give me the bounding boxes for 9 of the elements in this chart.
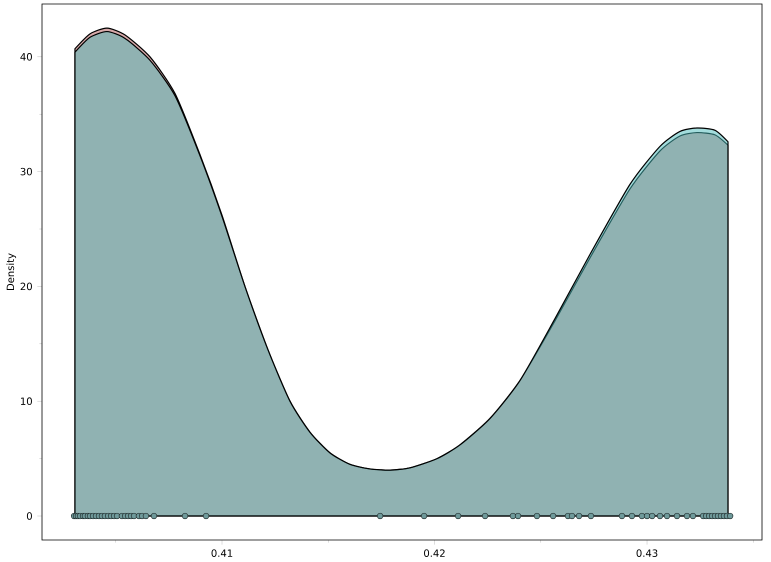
y-tick-label: 40 (20, 53, 32, 61)
x-tick-label: 0.42 (424, 549, 445, 557)
y-tick-label: 20 (20, 282, 32, 290)
x-tick-label: 0.43 (636, 549, 658, 557)
y-tick-label: 30 (20, 168, 32, 176)
y-tick-label: 10 (21, 397, 32, 405)
x-tick-label: 0.41 (212, 549, 232, 557)
y-axis-title: Density (6, 253, 16, 290)
y-tick-label: 0 (26, 512, 32, 520)
